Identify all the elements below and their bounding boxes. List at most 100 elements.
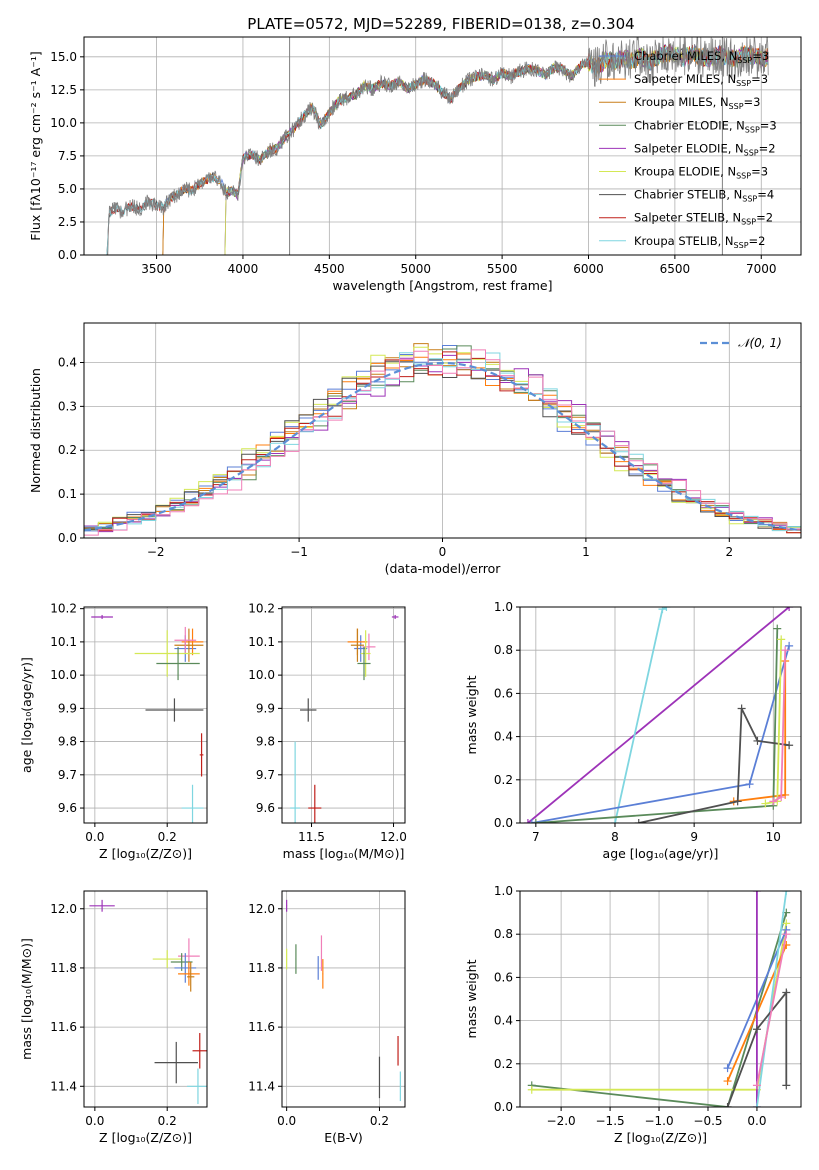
y-tick-label: 0.6 bbox=[494, 970, 513, 984]
y-tick-label: 0.0 bbox=[494, 816, 513, 830]
x-tick-label: 3500 bbox=[141, 262, 172, 276]
y-tick-label: 9.9 bbox=[256, 701, 275, 715]
plot-area bbox=[91, 614, 204, 823]
mass-weight-line bbox=[531, 645, 790, 823]
panel-spectrum: 3500 4000 4500 5000 5500 6000 6500 7000 0.0 2.5 5.… bbox=[28, 36, 802, 293]
x-tick-label: −1 bbox=[290, 545, 308, 559]
mass-weight-marker bbox=[527, 1085, 536, 1094]
y-tick-label: 9.7 bbox=[58, 768, 77, 782]
axes-frame bbox=[83, 36, 802, 256]
legend-entry: Chabrier MILES, NSSP=3 bbox=[634, 49, 769, 65]
residual-histogram bbox=[84, 349, 801, 536]
x-axis-label: (data-model)/error bbox=[385, 561, 502, 576]
axes-frame bbox=[519, 890, 802, 1108]
legend-entry: Salpeter STELIB, NSSP=2 bbox=[634, 211, 773, 227]
mass-weight-marker bbox=[527, 819, 536, 823]
y-tick-label: 0.4 bbox=[494, 730, 513, 744]
y-tick-label: 7.5 bbox=[58, 149, 77, 163]
panel-residuals: −2 −1 0 1 2 0.0 0.1 0.2 0.3 0.4 (data-model)/error… bbox=[28, 322, 802, 576]
y-tick-label: 10.0 bbox=[50, 116, 77, 130]
mass-weight-marker bbox=[531, 819, 540, 823]
y-tick-label: 0.0 bbox=[58, 248, 77, 262]
mass-weight-marker bbox=[753, 736, 762, 745]
plot-area bbox=[286, 899, 401, 1102]
mass-weight-marker bbox=[634, 819, 643, 823]
x-tick-label: 1 bbox=[582, 545, 590, 559]
panel-mass-vs-Z: 0.0 0.2 11.4 11.6 11.8 12.0 Z [log₁₀(Z/Z⊙)] mas… bbox=[19, 890, 208, 1145]
x-axis-label: E(B-V) bbox=[324, 1130, 363, 1145]
y-tick-label: 0.0 bbox=[494, 1100, 513, 1114]
y-tick-label: 5.0 bbox=[58, 182, 77, 196]
chart-layer: 3500 4000 4500 5000 5500 6000 6500 7000 0.0 2.5 5.… bbox=[19, 36, 802, 1145]
x-tick-label: −2 bbox=[147, 545, 165, 559]
y-tick-label: 0.2 bbox=[494, 1057, 513, 1071]
mass-weight-marker bbox=[782, 1081, 791, 1090]
mass-weight-marker bbox=[777, 793, 786, 802]
legend-entry: Chabrier STELIB, NSSP=4 bbox=[634, 188, 774, 204]
y-axis-label: Normed distribution bbox=[28, 368, 43, 493]
y-tick-label: 10.0 bbox=[248, 668, 275, 682]
y-tick-label: 9.7 bbox=[256, 768, 275, 782]
x-tick-label: 0.2 bbox=[158, 830, 177, 844]
y-tick-label: 0.8 bbox=[494, 643, 513, 657]
mass-weight-marker bbox=[723, 1103, 732, 1107]
y-tick-label: 10.2 bbox=[50, 602, 77, 616]
y-tick-label: 1.0 bbox=[494, 884, 513, 898]
y-tick-label: 10.2 bbox=[248, 602, 275, 616]
y-axis-label: mass [log₁₀(M/M⊙)] bbox=[19, 938, 34, 1060]
x-axis-label: mass [log₁₀(M/M⊙)] bbox=[283, 846, 405, 861]
x-axis-label: wavelength [Angstrom, rest frame] bbox=[332, 278, 552, 293]
y-tick-label: 2.5 bbox=[58, 215, 77, 229]
mass-weight-marker bbox=[785, 741, 794, 750]
x-tick-label: 8 bbox=[611, 830, 619, 844]
x-tick-label: −1.5 bbox=[596, 1114, 625, 1128]
x-tick-label: −2.0 bbox=[547, 1114, 576, 1128]
x-tick-label: −0.5 bbox=[693, 1114, 722, 1128]
x-tick-label: −1.0 bbox=[644, 1114, 673, 1128]
y-tick-label: 11.6 bbox=[50, 1020, 77, 1034]
y-axis-label: mass weight bbox=[464, 959, 479, 1038]
axes-frame bbox=[281, 890, 406, 1108]
y-tick-label: 11.6 bbox=[248, 1020, 275, 1034]
panel-age-vs-Z: 0.0 0.2 9.6 9.7 9.8 9.9 10.0 10.1 10.2 Z [log₁₀(Z… bbox=[19, 602, 208, 861]
y-tick-label: 10.1 bbox=[50, 635, 77, 649]
y-tick-label: 11.4 bbox=[248, 1079, 275, 1093]
mass-weight-marker bbox=[781, 646, 790, 655]
mass-weight-marker bbox=[785, 607, 794, 611]
y-tick-label: 11.8 bbox=[248, 961, 275, 975]
panel-weight-vs-Z: −2.0 −1.5 −1.0 −0.5 0.0 0.0 0.2 0.4 0.6 0.8 1.0 Z [… bbox=[464, 884, 802, 1145]
mass-weight-marker bbox=[662, 607, 671, 611]
mass-weight-line bbox=[527, 607, 790, 823]
y-tick-label: 9.8 bbox=[58, 735, 77, 749]
y-tick-label: 10.1 bbox=[248, 635, 275, 649]
y-tick-label: 0.1 bbox=[58, 487, 77, 501]
panel-mass-vs-EBV: 0.0 0.2 11.4 11.6 11.8 12.0 E(B-V) bbox=[248, 890, 406, 1145]
y-tick-label: 12.0 bbox=[50, 902, 77, 916]
x-tick-label: 0 bbox=[439, 545, 447, 559]
mass-weight-marker bbox=[723, 1077, 732, 1086]
mass-weight-marker bbox=[610, 819, 619, 823]
data-spectrum bbox=[104, 37, 769, 255]
mass-weight-marker bbox=[745, 780, 754, 789]
x-tick-label: 10 bbox=[766, 830, 781, 844]
x-tick-label: 11.5 bbox=[298, 830, 325, 844]
x-tick-label: 0.0 bbox=[85, 1114, 104, 1128]
y-tick-label: 0.2 bbox=[494, 773, 513, 787]
mass-weight-marker bbox=[773, 624, 782, 633]
plot-area bbox=[290, 614, 399, 823]
mass-weight-marker bbox=[752, 1081, 761, 1090]
x-tick-label: 0.0 bbox=[85, 830, 104, 844]
x-tick-label: 9 bbox=[690, 830, 698, 844]
legend-entry: Salpeter ELODIE, NSSP=2 bbox=[634, 141, 776, 157]
mass-weight-marker bbox=[769, 797, 778, 806]
y-tick-label: 9.6 bbox=[58, 801, 77, 815]
legend-entry: Chabrier ELODIE, NSSP=3 bbox=[634, 118, 777, 134]
y-tick-label: 0.0 bbox=[58, 531, 77, 545]
y-tick-label: 0.4 bbox=[494, 1014, 513, 1028]
mass-weight-marker bbox=[785, 641, 794, 650]
mass-weight-marker bbox=[733, 797, 742, 806]
legend-entry: 𝒩(0, 1) bbox=[738, 336, 782, 350]
plot-area bbox=[527, 891, 791, 1107]
x-tick-label: 7 bbox=[532, 830, 540, 844]
x-tick-label: 0.0 bbox=[277, 1114, 296, 1128]
